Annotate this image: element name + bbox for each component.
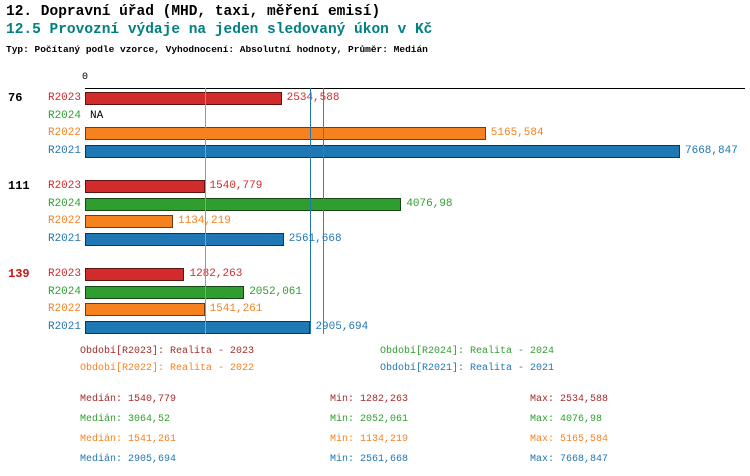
stat-median: Medián: 1541,261 — [80, 434, 177, 445]
stat-max: Max: 5165,584 — [530, 434, 609, 445]
value-label: 2534,588 — [286, 92, 340, 104]
bar-R2021 — [85, 144, 680, 158]
series-label: R2022 — [47, 127, 81, 139]
group-label: 139 — [8, 267, 30, 281]
stat-max: Max: 4076,98 — [530, 414, 603, 425]
series-label: R2021 — [47, 320, 81, 333]
chart-meta: Typ: Počítaný podle vzorce, Vyhodnocení:… — [6, 44, 428, 55]
series-label: R2023 — [47, 92, 81, 104]
stat-median: Medián: 2905,694 — [80, 454, 177, 465]
bar-R2022 — [85, 303, 205, 316]
value-label: 1134,219 — [178, 215, 231, 228]
chart-title: 12. Dopravní úřad (MHD, taxi, měření emi… — [6, 4, 381, 20]
bar-R2022 — [85, 127, 486, 140]
value-label: 4076,98 — [406, 197, 453, 210]
value-label: 2561,668 — [288, 232, 342, 245]
series-label: R2023 — [47, 180, 81, 192]
bar-R2021 — [85, 320, 311, 334]
legend-item: Období[R2021]: Realita - 2021 — [380, 363, 555, 374]
chart-subtitle: 12.5 Provozní výdaje na jeden sledovaný … — [6, 22, 433, 38]
group-label: 111 — [8, 179, 30, 193]
series-label: R2021 — [47, 232, 81, 245]
median-line-R2022 — [204, 88, 206, 334]
bar-R2023 — [85, 268, 185, 281]
bar-R2021 — [85, 232, 284, 246]
value-label: 5165,584 — [490, 127, 544, 139]
legend-item: Období[R2023]: Realita - 2023 — [80, 346, 255, 357]
stat-max: Max: 2534,588 — [530, 394, 609, 405]
bar-R2024 — [85, 285, 245, 299]
bar-R2022 — [85, 215, 173, 228]
value-label: 2052,061 — [249, 285, 303, 298]
legend-item: Období[R2022]: Realita - 2022 — [80, 363, 255, 374]
series-label: R2024 — [47, 285, 81, 298]
stat-min: Min: 2561,668 — [330, 454, 409, 465]
series-label: R2024 — [47, 109, 81, 122]
median-line-R2024 — [322, 88, 324, 334]
stat-median: Medián: 1540,779 — [80, 394, 177, 405]
stat-min: Min: 1134,219 — [330, 434, 409, 445]
value-label: 1540,779 — [209, 180, 263, 192]
series-label: R2022 — [47, 215, 81, 227]
stat-median: Medián: 3064,52 — [80, 414, 171, 425]
value-label: 1541,261 — [209, 303, 263, 315]
median-line-R2021 — [310, 88, 312, 334]
series-label: R2023 — [47, 268, 81, 280]
group-label: 76 — [8, 91, 23, 105]
stat-min: Min: 2052,061 — [330, 414, 409, 425]
series-label: R2024 — [47, 197, 81, 210]
stat-min: Min: 1282,263 — [330, 394, 409, 405]
value-label: NA — [90, 109, 104, 122]
axis-line — [85, 88, 745, 89]
value-label: 2905,694 — [315, 320, 369, 333]
bar-R2023 — [85, 92, 282, 105]
legend-item: Období[R2024]: Realita - 2024 — [380, 346, 555, 357]
value-label: 1282,263 — [189, 268, 243, 280]
axis-zero-label: 0 — [81, 72, 88, 83]
value-label: 7668,847 — [685, 144, 738, 157]
series-label: R2022 — [47, 303, 81, 315]
bar-R2024 — [85, 197, 402, 211]
series-label: R2021 — [47, 144, 81, 157]
stat-max: Max: 7668,847 — [530, 454, 609, 465]
bar-R2023 — [85, 180, 205, 193]
